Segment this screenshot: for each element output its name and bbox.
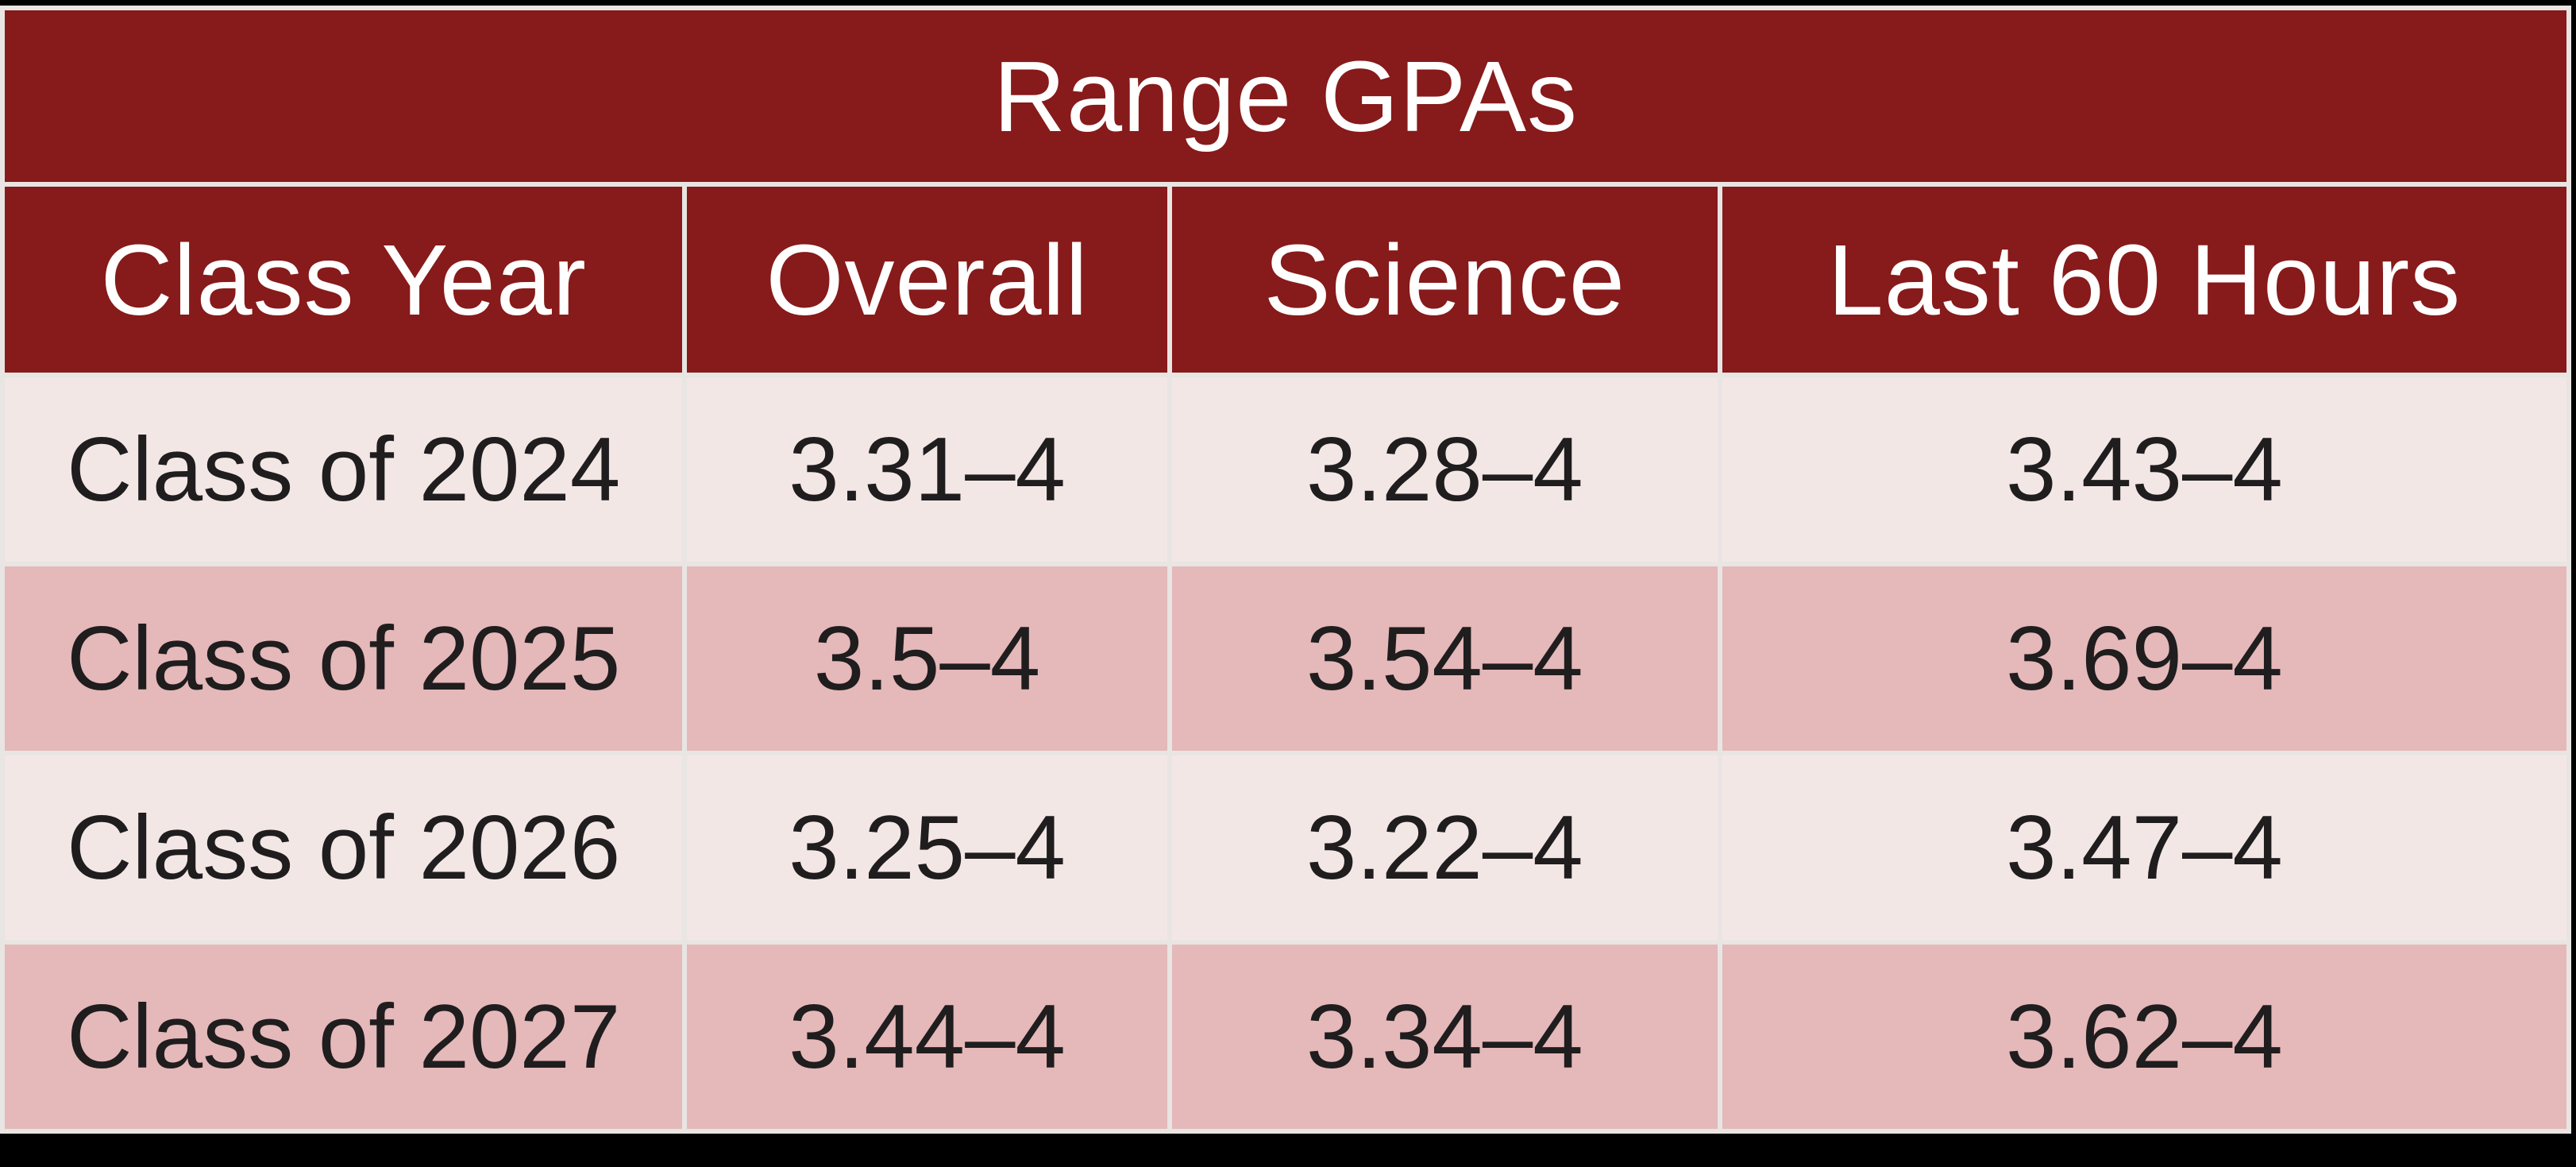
row-2026-science-gpa: 3.22–4 [1171,755,1718,940]
row-2027-last-60-hours-gpa: 3.62–4 [1722,945,2566,1129]
row-2026-overall-gpa: 3.25–4 [687,755,1167,940]
row-2024-science-gpa: 3.28–4 [1171,377,1718,562]
column-header-overall: Overall [687,187,1167,373]
column-header-class-year: Class Year [5,187,683,373]
row-2026-class-year: Class of 2026 [5,755,683,940]
column-header-last-60-hours: Last 60 Hours [1722,187,2566,373]
row-2025-class-year: Class of 2025 [5,566,683,751]
table-title: Range GPAs [5,10,2566,182]
row-2024-class-year: Class of 2024 [5,377,683,562]
row-2025-last-60-hours-gpa: 3.69–4 [1722,566,2566,751]
row-2024-last-60-hours-gpa: 3.43–4 [1722,377,2566,562]
row-2025-science-gpa: 3.54–4 [1171,566,1718,751]
row-2027-class-year: Class of 2027 [5,945,683,1129]
gpa-range-table: Range GPAs Class Year Overall Science La… [0,6,2571,1134]
column-header-science: Science [1171,187,1718,373]
row-2026-last-60-hours-gpa: 3.47–4 [1722,755,2566,940]
row-2027-overall-gpa: 3.44–4 [687,945,1167,1129]
row-2027-science-gpa: 3.34–4 [1171,945,1718,1129]
row-2025-overall-gpa: 3.5–4 [687,566,1167,751]
row-2024-overall-gpa: 3.31–4 [687,377,1167,562]
